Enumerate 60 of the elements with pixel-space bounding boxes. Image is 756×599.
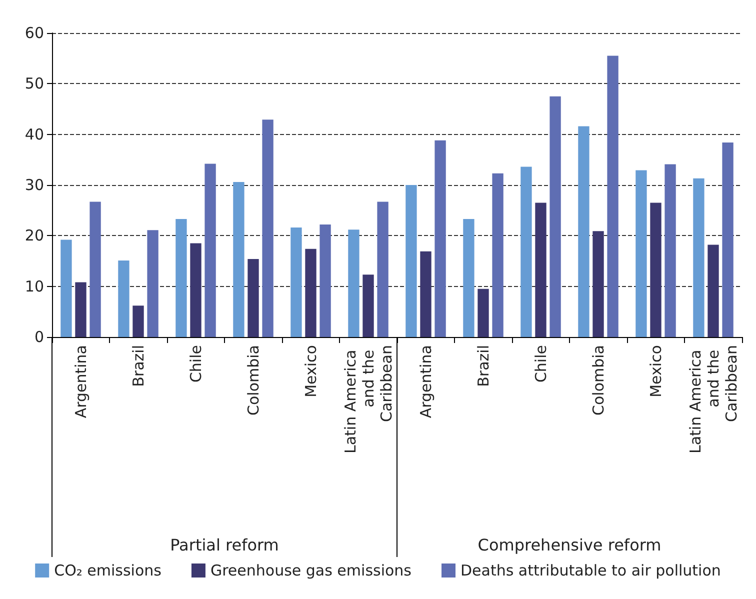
bar: [176, 218, 187, 337]
y-tick-label: 60: [24, 24, 44, 42]
bar: [190, 243, 202, 337]
x-tick-label: Colombia: [244, 345, 262, 416]
x-tick-label: Latin America and the Caribbean: [341, 345, 396, 454]
bar: [420, 251, 432, 337]
x-tick-label: Latin America and the Caribbean: [686, 345, 740, 454]
legend-label: CO₂ emissions: [54, 562, 162, 580]
y-tick-label: 50: [24, 74, 44, 93]
bar: [708, 244, 719, 337]
bar: [233, 182, 244, 337]
y-tick-label: 40: [24, 125, 44, 144]
legend-label: Greenhouse gas emissions: [210, 562, 412, 580]
x-tick-label: Argentina: [72, 345, 90, 418]
y-tick-label: 0: [34, 328, 44, 346]
x-tick-label: Mexico: [302, 345, 320, 398]
bar: [132, 306, 144, 337]
bar: [290, 228, 302, 337]
bar: [305, 248, 316, 337]
bar: [693, 178, 704, 337]
bar: [434, 140, 446, 337]
bar: [535, 202, 546, 337]
x-tick-label: Mexico: [646, 345, 665, 398]
bar: [636, 170, 647, 337]
bar: [520, 166, 532, 337]
bar: [204, 164, 216, 337]
text: Comprehensive reform: [478, 536, 662, 554]
text: Partial reform: [170, 536, 279, 554]
x-tick-label: Brazil: [474, 345, 492, 387]
x-tick-label: Argentina: [416, 345, 435, 418]
bar: [248, 258, 259, 337]
legend-label: Deaths attributable to air pollution: [460, 562, 721, 580]
bar: [147, 230, 158, 337]
bar: [607, 56, 618, 337]
x-tick-label: Brazil: [129, 345, 148, 387]
x-tick-label: Chile: [532, 345, 550, 383]
x-tick-label: Colombia: [589, 345, 608, 416]
bar: [320, 224, 331, 337]
bar: [550, 96, 561, 337]
y-tick-label: 20: [24, 226, 44, 245]
bar: [492, 173, 504, 337]
y-tick-label: 10: [24, 277, 44, 296]
bar: [362, 274, 374, 337]
bar: [262, 120, 274, 337]
bar: [348, 230, 360, 337]
bar: [60, 240, 72, 337]
bar: [478, 288, 489, 337]
bar: [118, 260, 130, 337]
bar: [722, 142, 734, 337]
bar: [664, 164, 676, 337]
bar: [578, 126, 590, 337]
x-tick-label: Chile: [186, 345, 205, 383]
bar: [463, 218, 474, 337]
bar: [90, 202, 101, 337]
bar: [406, 185, 417, 337]
bar: [592, 231, 604, 337]
y-tick-label: 30: [24, 176, 44, 194]
bar: [650, 202, 662, 337]
bar: [377, 202, 388, 337]
bar: [75, 282, 86, 337]
